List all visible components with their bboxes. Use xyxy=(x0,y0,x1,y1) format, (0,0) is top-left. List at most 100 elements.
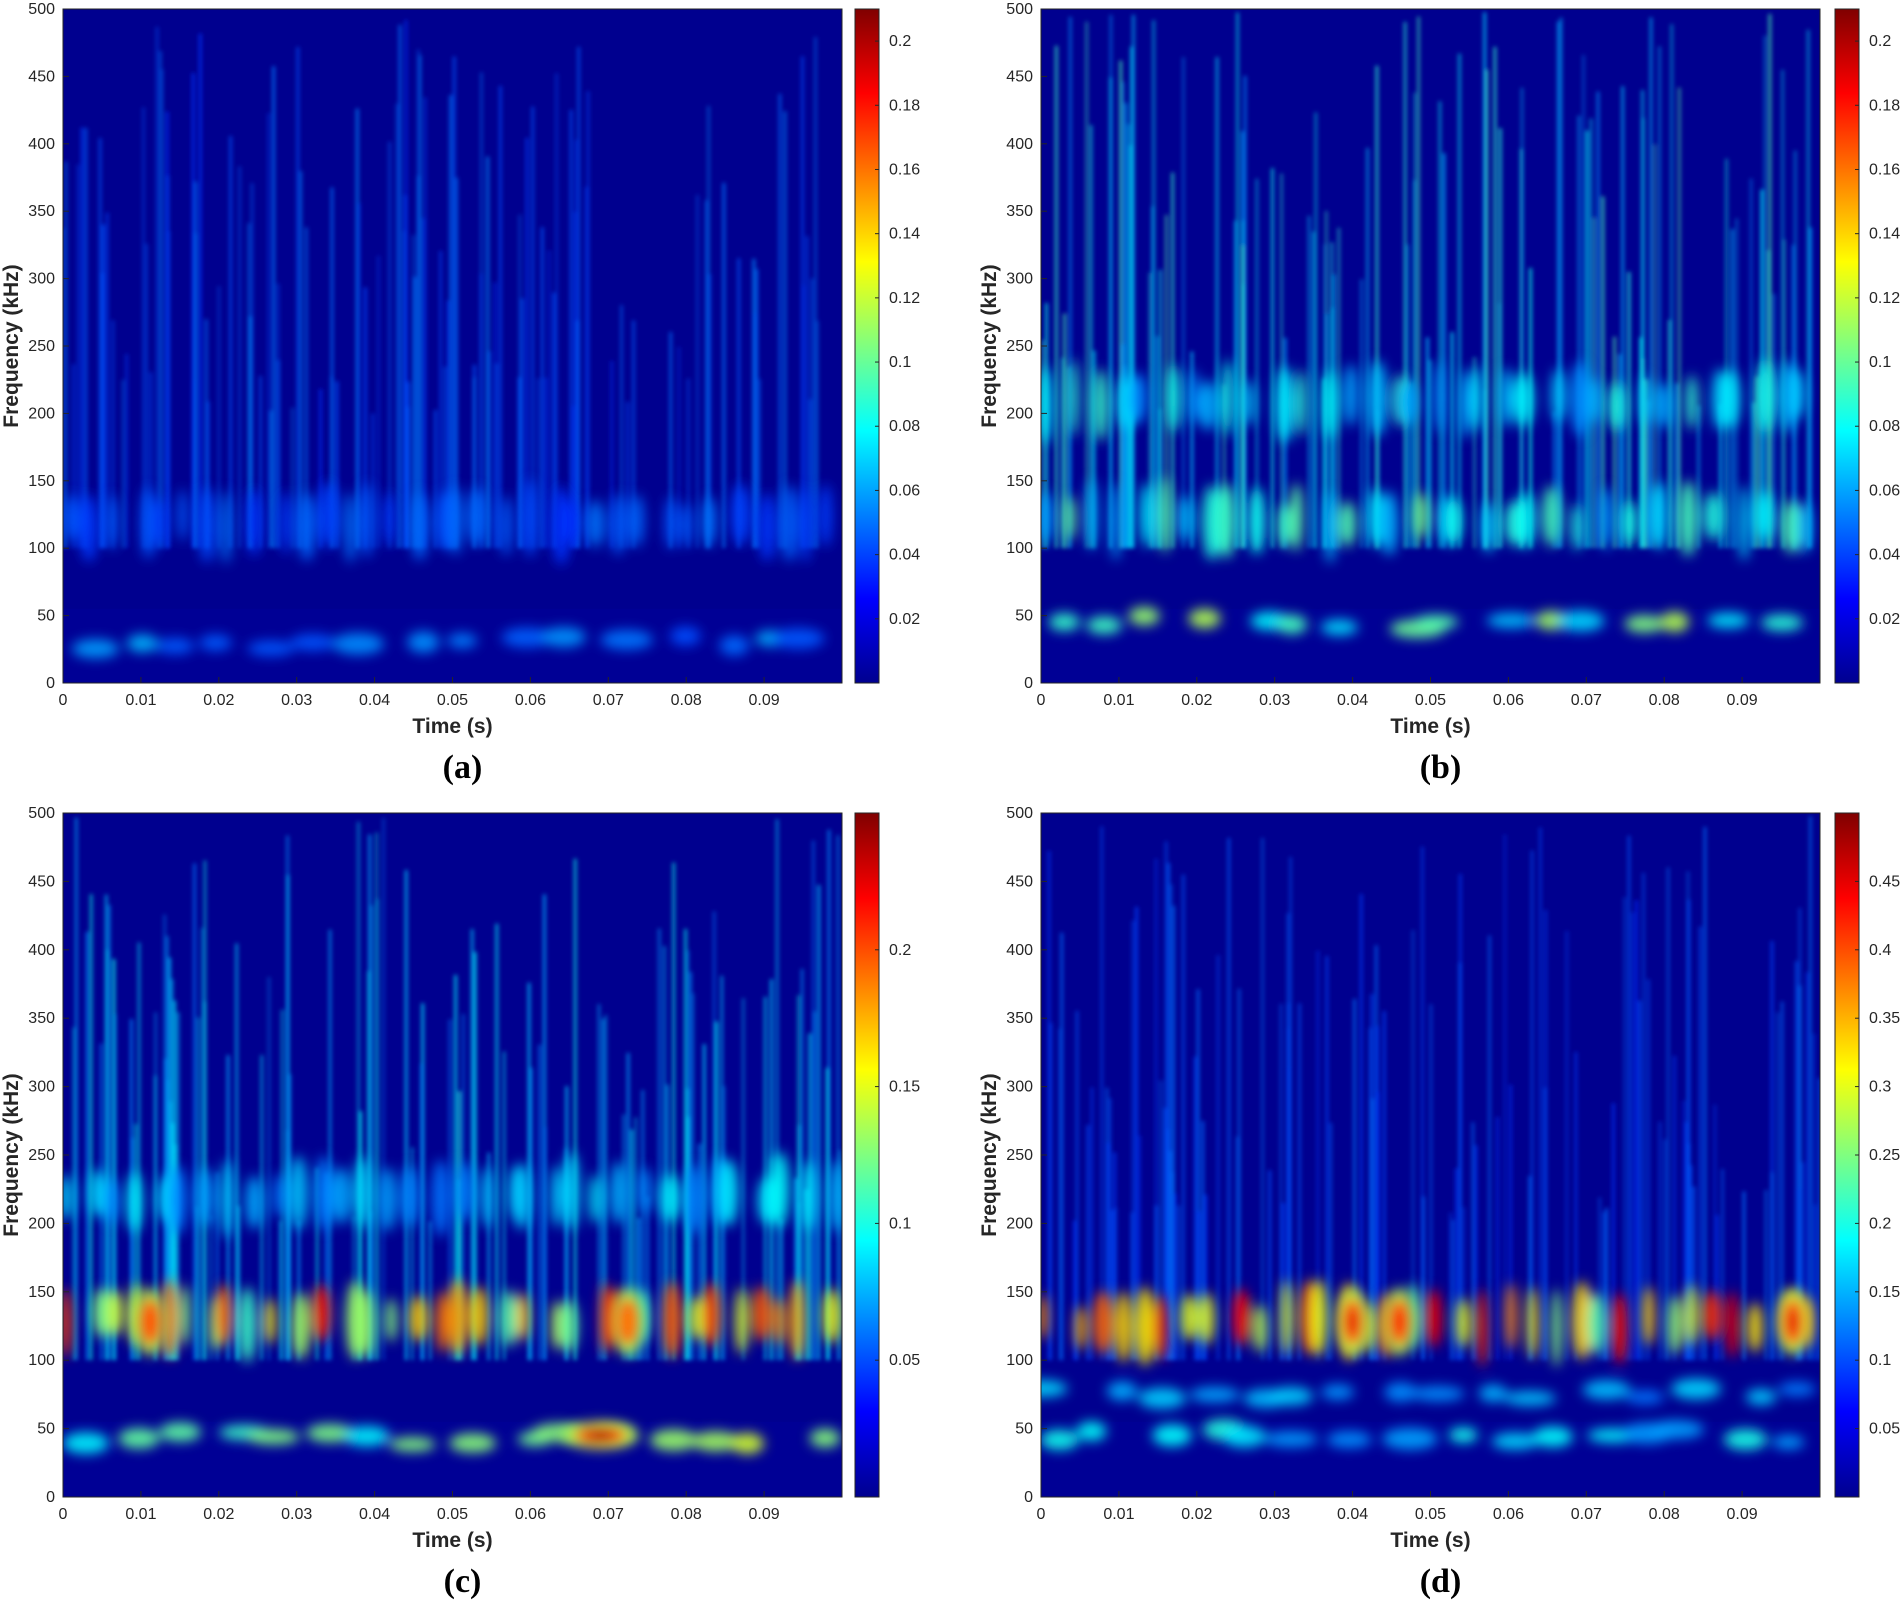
heatmap-blob xyxy=(456,1161,474,1222)
y-tick-label: 250 xyxy=(1006,1147,1033,1164)
heatmap-blob xyxy=(1277,503,1291,548)
heatmap-blob xyxy=(1166,364,1181,432)
heatmap-area xyxy=(1041,813,1820,1497)
heatmap-streak xyxy=(1805,972,1809,1361)
colorbar-tick-label: 0.08 xyxy=(1869,418,1900,435)
heatmap-blob xyxy=(1703,1290,1722,1341)
heatmap-blob xyxy=(1086,478,1097,551)
heatmap-hotspot xyxy=(1383,1288,1416,1356)
panel-label: (c) xyxy=(444,1563,482,1600)
heatmap-streak xyxy=(1215,57,1219,549)
heatmap-streak xyxy=(1100,826,1104,1361)
heatmap-streak xyxy=(800,968,804,1361)
heatmap-blob xyxy=(1505,1283,1517,1350)
heatmap-streak xyxy=(1557,21,1561,549)
panel-label: (b) xyxy=(1420,749,1462,786)
colorbar-tick-label: 0.06 xyxy=(889,482,920,499)
x-tick-label: 0.01 xyxy=(1103,1506,1134,1523)
heatmap-blob xyxy=(1655,382,1673,429)
heatmap-streak xyxy=(1172,905,1176,1361)
heatmap-streak xyxy=(443,366,447,549)
heatmap-blob xyxy=(1685,1284,1698,1346)
y-tick-label: 250 xyxy=(1006,338,1033,355)
x-tick-label: 0.08 xyxy=(671,692,702,709)
heatmap-streak xyxy=(171,1122,175,1361)
heatmap-streak xyxy=(1359,893,1363,1361)
heatmap-streak xyxy=(406,406,410,549)
heatmap-streak xyxy=(610,360,614,549)
heatmap-blob xyxy=(1093,1291,1114,1355)
heatmap-blob xyxy=(752,1286,772,1342)
heatmap-streak xyxy=(388,141,392,549)
heatmap-blob xyxy=(701,1283,721,1347)
heatmap-streak xyxy=(107,904,111,1361)
heatmap-streak xyxy=(1190,351,1194,549)
heatmap-streak xyxy=(278,1221,282,1361)
heatmap-blob xyxy=(1704,492,1724,541)
heatmap-blob xyxy=(685,1164,704,1234)
heatmap-streak xyxy=(794,1178,798,1361)
heatmap-streak xyxy=(1781,69,1785,549)
heatmap-streak xyxy=(1449,1212,1453,1361)
heatmap-streak xyxy=(1818,1078,1820,1361)
heatmap-streak xyxy=(538,1044,542,1361)
heatmap-blob xyxy=(378,1167,396,1232)
x-tick-label: 0.09 xyxy=(1727,1506,1758,1523)
heatmap-blob xyxy=(1232,1289,1250,1346)
panel-b: 0 0.01 0.02 0.03 0.04 0.05 0.06 0.07 0.08 0.09 0 50… xyxy=(978,1,1900,786)
heatmap-streak xyxy=(89,894,93,1361)
heatmap-blob xyxy=(1747,1302,1763,1353)
heatmap-streak xyxy=(1719,404,1723,549)
heatmap-streak xyxy=(1454,1168,1458,1361)
heatmap-streak xyxy=(371,413,375,549)
heatmap-streak xyxy=(370,905,374,1361)
heatmap-hotspot xyxy=(134,1288,167,1356)
heatmap-streak xyxy=(1749,178,1753,549)
heatmap-streak xyxy=(1809,227,1813,549)
heatmap-blob xyxy=(118,1428,160,1449)
heatmap-blob xyxy=(1110,482,1122,561)
heatmap-streak xyxy=(494,363,498,549)
heatmap-blob xyxy=(410,491,429,561)
heatmap-streak xyxy=(1487,935,1491,1361)
heatmap-blob xyxy=(332,633,384,655)
heatmap-blob xyxy=(730,1432,764,1454)
heatmap-streak xyxy=(1768,14,1772,549)
heatmap-streak xyxy=(160,69,164,549)
heatmap-streak xyxy=(1121,81,1125,549)
heatmap-blob xyxy=(383,491,395,547)
heatmap-blob xyxy=(1726,1291,1739,1358)
y-tick-label: 0 xyxy=(1024,675,1033,692)
heatmap-streak xyxy=(1298,1003,1302,1361)
heatmap-streak xyxy=(552,292,556,549)
heatmap-blob xyxy=(1106,1381,1138,1401)
heatmap-streak xyxy=(1131,14,1135,549)
heatmap-streak xyxy=(111,320,115,549)
y-tick-label: 100 xyxy=(28,540,55,557)
colorbar-tick-label: 0.02 xyxy=(889,611,920,628)
heatmap-streak xyxy=(1559,17,1563,549)
colorbar-tick-label: 0.15 xyxy=(889,1079,920,1096)
x-tick-label: 0.09 xyxy=(749,692,780,709)
heatmap-streak xyxy=(641,1089,645,1361)
heatmap-streak xyxy=(1068,16,1072,549)
heatmap-streak xyxy=(1126,124,1130,549)
heatmap-blob xyxy=(1041,366,1053,445)
heatmap-blob xyxy=(1516,491,1535,549)
heatmap-blob xyxy=(104,1177,119,1225)
heatmap-streak xyxy=(404,870,408,1361)
heatmap-streak xyxy=(1627,835,1631,1361)
heatmap-streak xyxy=(206,401,210,549)
heatmap-streak xyxy=(174,1144,178,1361)
x-tick-label: 0.02 xyxy=(1181,692,1212,709)
heatmap-blob xyxy=(1572,1281,1593,1360)
heatmap-blob xyxy=(1153,1294,1168,1361)
heatmap-streak xyxy=(1458,873,1462,1361)
heatmap-blob xyxy=(196,1167,214,1227)
y-tick-label: 400 xyxy=(1006,136,1033,153)
heatmap-streak xyxy=(722,1086,726,1361)
heatmap-blob xyxy=(1399,379,1418,426)
colorbar-tick-label: 0.35 xyxy=(1869,1010,1900,1027)
heatmap-streak xyxy=(1763,35,1767,549)
heatmap-streak xyxy=(705,200,709,549)
